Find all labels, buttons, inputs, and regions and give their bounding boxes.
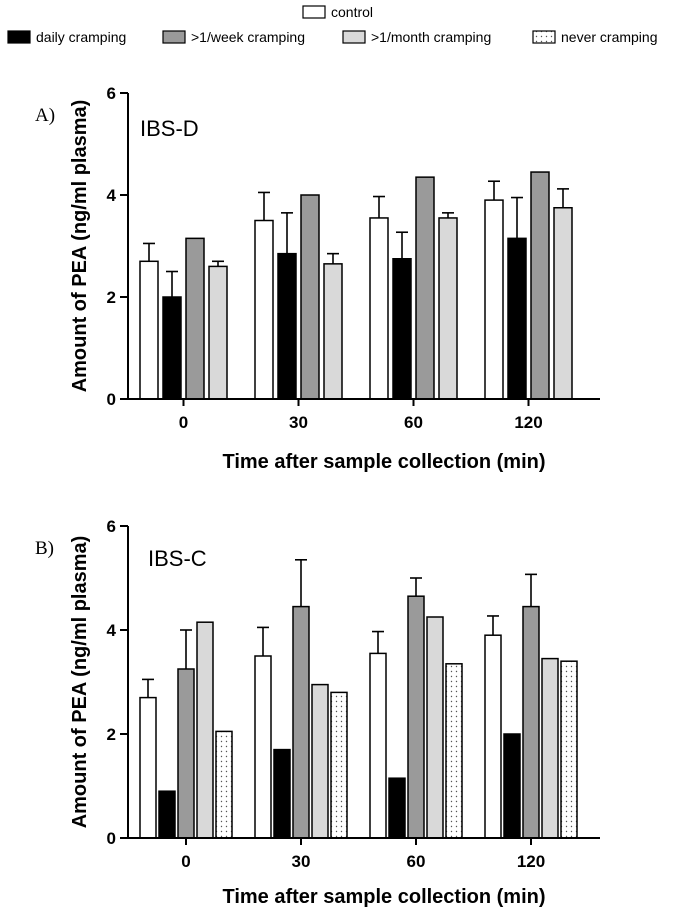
y-tick-label: 0 <box>107 829 116 848</box>
bar <box>369 652 387 839</box>
legend-label-never: never cramping <box>561 29 658 45</box>
y-axis-label: Amount of PEA (ng/ml plasma) <box>69 100 91 393</box>
bar <box>445 663 463 839</box>
bar <box>560 660 578 839</box>
bar <box>553 207 573 400</box>
bar <box>139 260 159 400</box>
x-tick-label: 60 <box>404 413 423 432</box>
bar <box>311 683 329 839</box>
bar <box>292 605 310 839</box>
y-tick-label: 4 <box>107 186 117 205</box>
legend-label-daily: daily cramping <box>36 29 126 45</box>
x-tick-label: 60 <box>407 852 426 871</box>
x-axis-label: Time after sample collection (min) <box>222 451 545 473</box>
bar <box>330 691 348 839</box>
panel-ibs-d: A) IBS-D Amount of PEA (ng/ml plasma) Time … <box>35 84 600 473</box>
x-axis-label: Time after sample collection (min) <box>222 886 545 908</box>
bar <box>273 748 291 839</box>
panel-letter: A) <box>35 105 55 126</box>
legend-label-control: control <box>331 4 373 20</box>
bar <box>158 790 176 839</box>
legend-swatch-never <box>532 30 556 44</box>
x-tick-label: 120 <box>517 852 545 871</box>
chart-title: IBS-C <box>148 546 207 571</box>
x-tick-label: 30 <box>292 852 311 871</box>
bar <box>208 265 228 400</box>
panel-letter: B) <box>35 538 54 559</box>
x-tick-label: 30 <box>289 413 308 432</box>
bar <box>277 252 297 400</box>
bar <box>254 655 272 839</box>
legend-swatch-week <box>162 30 186 44</box>
bar <box>162 296 182 400</box>
x-tick-label: 0 <box>181 852 190 871</box>
x-tick-label: 0 <box>179 413 188 432</box>
panel-ibs-c: B) IBS-C Amount of PEA (ng/ml plasma) Time … <box>35 517 600 908</box>
bar <box>392 258 412 400</box>
bar <box>484 199 504 400</box>
bar <box>177 668 195 839</box>
bar <box>407 595 425 839</box>
legend: control daily cramping >1/week cramping >1/… <box>7 4 658 45</box>
bar <box>139 696 157 839</box>
y-axis-label: Amount of PEA (ng/ml plasma) <box>69 536 91 829</box>
legend-swatch-daily <box>7 30 31 44</box>
y-tick-label: 6 <box>107 84 116 103</box>
bar <box>522 605 540 839</box>
bar <box>503 733 521 839</box>
y-tick-label: 0 <box>107 390 116 409</box>
bar <box>388 777 406 839</box>
bar <box>507 237 527 400</box>
legend-swatch-control <box>302 5 326 19</box>
x-tick-label: 120 <box>514 413 542 432</box>
bar <box>484 634 502 839</box>
bar <box>254 219 274 400</box>
bar <box>196 621 214 839</box>
y-tick-label: 6 <box>107 517 116 536</box>
bar <box>426 616 444 839</box>
legend-swatch-month <box>342 30 366 44</box>
bar <box>369 217 389 400</box>
y-tick-label: 2 <box>107 725 116 744</box>
y-tick-label: 4 <box>107 621 117 640</box>
bar <box>415 176 435 400</box>
bar <box>323 263 343 400</box>
legend-label-month: >1/month cramping <box>371 29 491 45</box>
bar <box>215 730 233 839</box>
y-tick-label: 2 <box>107 288 116 307</box>
bar <box>300 194 320 400</box>
bar <box>541 657 559 839</box>
bar <box>530 171 550 400</box>
bar <box>185 237 205 400</box>
bar <box>438 217 458 400</box>
chart-title: IBS-D <box>140 116 199 141</box>
legend-label-week: >1/week cramping <box>191 29 305 45</box>
